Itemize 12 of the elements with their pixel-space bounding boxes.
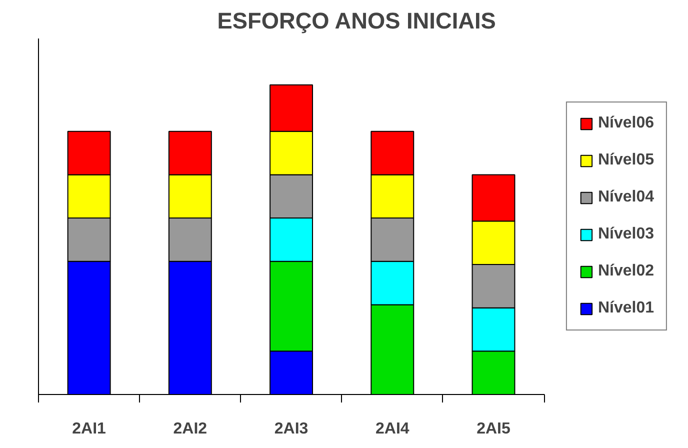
legend-label: Nível04: [598, 188, 654, 206]
x-tick-label: 2AI5: [476, 420, 510, 438]
x-tick-label: 2AI3: [274, 420, 308, 438]
legend-label: Nível02: [598, 262, 654, 280]
legend-label: Nível05: [598, 152, 654, 170]
x-tick-label: 2AI2: [173, 420, 208, 438]
x-tick-label: 2AI4: [375, 420, 410, 438]
chart-title: ESFORÇO ANOS INICIAIS: [217, 8, 496, 34]
legend-label: Nível01: [598, 300, 654, 318]
legend-label: Nível03: [598, 226, 654, 244]
x-tick-label: 2AI1: [72, 420, 106, 438]
legend-label: Nível06: [598, 114, 654, 132]
